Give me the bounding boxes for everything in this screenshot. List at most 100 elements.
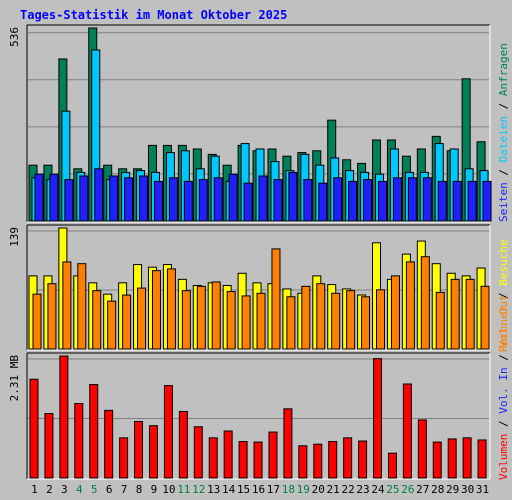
bar-seiten-day-5	[94, 168, 104, 222]
x-tick-label-day-27: 27	[416, 483, 429, 496]
bar-rechner-day-8	[137, 287, 147, 350]
bar-seiten-day-3	[64, 179, 74, 222]
x-tick-label-day-14: 14	[222, 483, 236, 496]
panel-middle-ymax-label: 139	[8, 227, 21, 247]
bar-volumen-day-12	[193, 426, 203, 479]
bar-volumen-day-28	[432, 441, 442, 479]
bar-rechner-day-25	[390, 275, 400, 350]
x-tick-label-day-4: 4	[76, 483, 83, 496]
bar-seiten-day-20	[318, 182, 328, 222]
bar-seiten-day-2	[49, 173, 59, 222]
bar-rechner-day-30	[465, 278, 475, 350]
chart-title: Tages-Statistik im Monat Oktober 2025	[20, 8, 288, 22]
bar-seiten-day-9	[153, 180, 163, 222]
bar-volumen-day-15	[238, 441, 248, 479]
bar-volumen-day-13	[208, 437, 218, 479]
bar-rechner-day-16	[256, 292, 266, 350]
x-tick-label-day-29: 29	[446, 483, 459, 496]
panel-bottom-ymax-label: 2.31 MB	[8, 355, 21, 402]
bar-rechner-day-19	[301, 285, 311, 350]
bar-seiten-day-31	[482, 180, 492, 222]
x-tick-label-day-1: 1	[31, 483, 38, 496]
x-tick-label-day-10: 10	[162, 483, 175, 496]
bar-rechner-day-9	[151, 270, 161, 350]
bar-seiten-day-21	[333, 177, 343, 222]
x-tick-label-day-13: 13	[207, 483, 220, 496]
bar-volumen-day-3	[59, 355, 69, 479]
bar-volumen-day-10	[163, 385, 173, 479]
bar-rechner-day-3	[62, 261, 72, 350]
legend-entry-seiten: Seiten	[497, 182, 510, 222]
bar-rechner-day-5	[92, 290, 102, 350]
bar-rechner-day-20	[316, 283, 326, 350]
x-tick-label-day-20: 20	[312, 483, 325, 496]
x-tick-label-day-12: 12	[192, 483, 205, 496]
bar-seiten-day-7	[124, 177, 134, 222]
bar-rechner-day-31	[480, 285, 490, 350]
bar-rechner-day-21	[331, 292, 341, 350]
bar-volumen-day-23	[358, 440, 368, 479]
bar-volumen-day-5	[89, 384, 99, 479]
bar-volumen-day-29	[447, 438, 457, 479]
x-tick-label-day-19: 19	[297, 483, 310, 496]
legend-entry-dateien: Dateien	[497, 116, 510, 162]
bar-seiten-day-19	[303, 179, 313, 222]
x-tick-label-day-30: 30	[461, 483, 474, 496]
bar-seiten-day-14	[228, 173, 238, 222]
x-tick-label-day-5: 5	[91, 483, 98, 496]
x-tick-label-day-21: 21	[327, 483, 340, 496]
bar-seiten-day-28	[437, 180, 447, 222]
x-tick-label-day-6: 6	[106, 483, 113, 496]
bar-volumen-day-7	[119, 437, 129, 479]
bar-seiten-day-23	[363, 179, 373, 222]
bar-rechner-day-22	[346, 290, 356, 350]
bar-volumen-day-26	[402, 383, 412, 479]
bar-seiten-day-8	[139, 175, 149, 222]
bar-volumen-day-17	[268, 431, 278, 479]
bar-volumen-day-30	[462, 437, 472, 479]
bar-volumen-day-25	[387, 452, 397, 479]
bar-rechner-day-24	[376, 289, 386, 350]
bar-volumen-day-24	[373, 358, 383, 479]
bar-volumen-day-22	[343, 437, 353, 479]
bar-volumen-day-1	[29, 378, 39, 479]
bar-seiten-day-17	[273, 179, 283, 222]
bar-rechner-day-28	[435, 291, 445, 350]
x-tick-label-day-3: 3	[61, 483, 68, 496]
bar-rechner-day-15	[241, 295, 251, 350]
bar-volumen-day-31	[477, 439, 487, 479]
legend-entry-besuche: Besuche	[497, 239, 510, 285]
x-tick-label-day-11: 11	[177, 483, 190, 496]
x-tick-label-day-22: 22	[341, 483, 354, 496]
bar-seiten-day-24	[378, 180, 388, 222]
bar-rechner-day-27	[420, 256, 430, 350]
bar-seiten-day-29	[452, 180, 462, 222]
x-tick-label-day-26: 26	[401, 483, 414, 496]
bar-seiten-day-22	[348, 180, 358, 222]
bar-seiten-day-16	[258, 175, 268, 222]
bar-seiten-day-15	[243, 182, 253, 222]
x-tick-label-day-25: 25	[386, 483, 399, 496]
x-tick-label-day-8: 8	[136, 483, 143, 496]
x-tick-label-day-2: 2	[46, 483, 53, 496]
bar-seiten-day-11	[183, 180, 193, 222]
bar-volumen-day-16	[253, 441, 263, 479]
bar-rechner-day-11	[181, 290, 191, 350]
bar-seiten-day-27	[422, 177, 432, 222]
x-tick-label-day-16: 16	[252, 483, 265, 496]
x-tick-label-day-18: 18	[282, 483, 295, 496]
panel-middle-legend: Rechner / Besuche	[497, 239, 510, 352]
bar-seiten-day-25	[392, 177, 402, 222]
panel-bottom-legend: Volumen / Vol. In / Vol. Out	[497, 295, 510, 480]
bar-volumen-day-4	[74, 403, 84, 479]
bar-volumen-day-9	[148, 425, 158, 479]
x-tick-label-day-24: 24	[371, 483, 385, 496]
panel-top-legend: Seiten / Dateien / Anfragen	[497, 43, 510, 222]
bar-rechner-day-1	[32, 293, 42, 350]
bar-volumen-day-14	[223, 430, 233, 479]
bar-seiten-day-10	[168, 177, 178, 222]
legend-entry-rechner: Rechner	[497, 305, 510, 352]
bar-seiten-day-26	[407, 177, 417, 222]
bar-rechner-day-14	[226, 291, 236, 350]
x-tick-label-day-15: 15	[237, 483, 250, 496]
